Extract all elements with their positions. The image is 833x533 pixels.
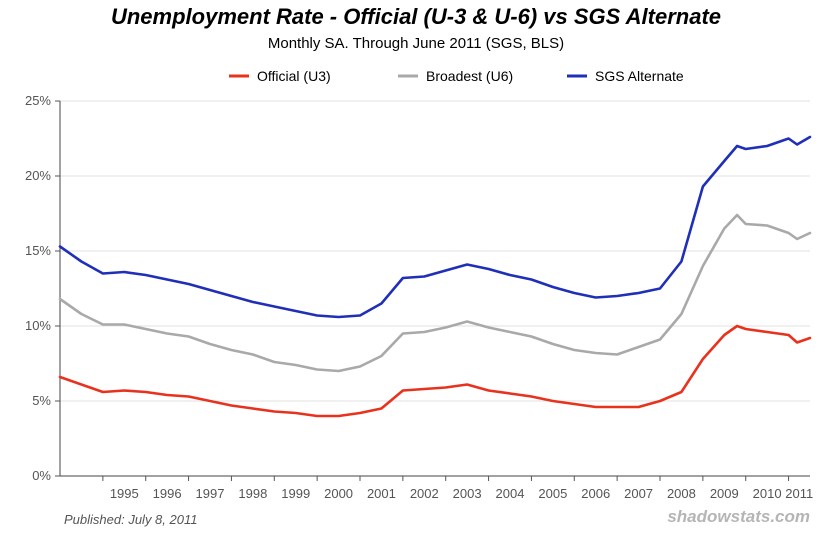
y-tick-label: 5% [32,393,51,408]
series-line-1 [58,213,812,373]
x-tick-label: 1998 [238,486,267,501]
series-lines [58,135,812,418]
x-tick-label: 2010 [753,486,782,501]
legend-label-u3: Official (U3) [257,68,331,84]
y-tick-label: 15% [25,243,51,258]
series-line-0 [58,324,812,418]
y-tick-label: 20% [25,168,51,183]
x-axis-ticks: 1995 1996 1997 1998 1999 2000 2001 2002 2003 2004… [102,476,813,501]
published-date: Published: July 8, 2011 [64,512,197,527]
x-tick-label: 2002 [410,486,439,501]
x-tick-label: 1996 [153,486,182,501]
chart-title: Unemployment Rate - Official (U-3 & U-6)… [111,4,721,29]
x-tick-label: 2009 [710,486,739,501]
x-tick-label: 2000 [324,486,353,501]
chart-subtitle: Monthly SA. Through June 2011 (SGS, BLS) [268,35,564,52]
legend-label-sgs: SGS Alternate [595,68,684,84]
x-tick-label: 2001 [367,486,396,501]
brand-watermark: shadowstats.com [667,507,810,526]
gridlines [59,100,810,477]
x-tick-label: 1995 [110,486,139,501]
series-line-2 [58,135,812,319]
x-tick-label: 1999 [281,486,310,501]
y-tick-label: 0% [32,468,51,483]
y-tick-label: 25% [25,93,51,108]
legend: Official (U3) Broadest (U6) SGS Alternat… [229,68,684,84]
x-tick-label: 2003 [453,486,482,501]
x-tick-label: 2008 [667,486,696,501]
legend-label-u6: Broadest (U6) [426,68,513,84]
y-tick-label: 10% [25,318,51,333]
x-tick-label: 2005 [538,486,567,501]
x-tick-label: 2011 [785,486,813,501]
y-axis-ticks: 0% 5% 10% 15% 20% 25% [25,93,60,483]
x-tick-label: 1997 [196,486,225,501]
x-tick-label: 2004 [496,486,525,501]
x-tick-label: 2007 [624,486,653,501]
x-tick-label: 2006 [581,486,610,501]
